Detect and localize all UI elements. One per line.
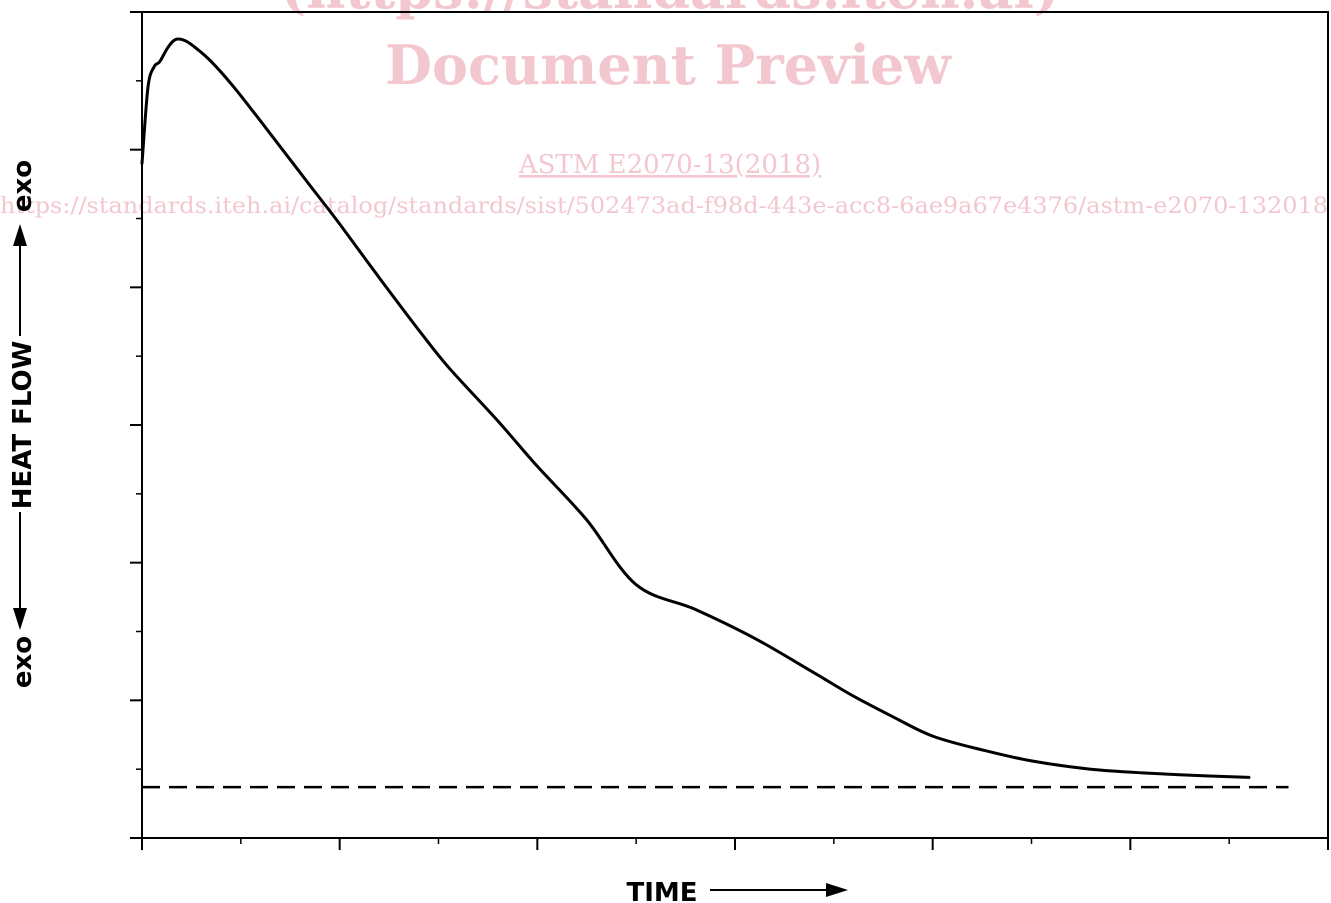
plot-frame (141, 11, 1329, 839)
watermark-line4: https://standards.iteh.ai/catalog/standa… (0, 194, 1328, 219)
up-arrow-icon (13, 224, 27, 336)
y-axis-label-group: HEAT FLOW (8, 341, 38, 510)
x-axis-arrow (710, 883, 848, 897)
axis-ticks (130, 11, 1329, 850)
series-layer (140, 37, 1289, 789)
y-axis-label: HEAT FLOW (8, 341, 38, 510)
watermark-line1: (https://standards.iteh.ai) (281, 0, 1060, 21)
down-arrow-icon (13, 512, 27, 630)
y-axis-bottom-direction: exo (8, 636, 38, 688)
watermark-line2: Document Preview (385, 33, 952, 97)
y-direction-top-label: exo (8, 160, 38, 212)
x-axis-label: TIME (626, 878, 697, 903)
y-direction-bottom-label: exo (8, 636, 38, 688)
y-axis-top-direction: exo (8, 160, 38, 212)
watermark-line3: ASTM E2070-13(2018) (518, 150, 821, 180)
heat-flow-curve (140, 37, 1251, 779)
